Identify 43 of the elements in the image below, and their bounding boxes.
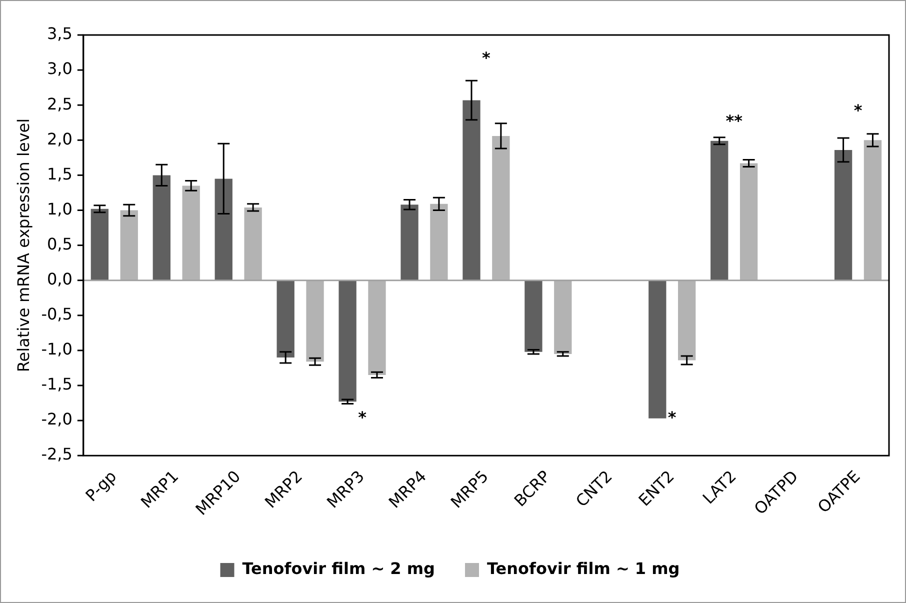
legend-label: Tenofovir film ~ 1 mg	[487, 559, 680, 578]
y-axis-title: Relative mRNA expression level	[14, 118, 33, 372]
bar	[710, 140, 728, 280]
y-tick-label: -1,5	[41, 374, 72, 394]
bar	[120, 210, 138, 280]
bar	[740, 163, 758, 280]
bar	[462, 100, 480, 280]
bar	[678, 280, 696, 360]
annotation: *	[668, 408, 677, 428]
bar	[368, 280, 386, 375]
y-tick-label: -2,5	[41, 444, 72, 464]
bar	[306, 280, 324, 362]
bar	[182, 186, 200, 280]
y-tick-label: 2,5	[46, 94, 72, 114]
y-tick-label: 3,5	[46, 24, 72, 44]
y-tick-label: 2,0	[46, 129, 72, 148]
y-tick-label: 0,0	[46, 269, 72, 288]
y-tick-label: 1,0	[46, 199, 72, 218]
annotation: **	[726, 112, 744, 131]
bar	[864, 140, 882, 280]
bar	[90, 208, 109, 280]
bar	[554, 280, 572, 354]
bar	[648, 280, 666, 418]
y-tick-label: 3,0	[46, 59, 72, 78]
legend-label: Tenofovir film ~ 2 mg	[242, 559, 436, 578]
bar	[338, 280, 356, 402]
annotation: *	[854, 101, 863, 120]
y-tick-label: -2,0	[41, 410, 72, 429]
y-tick-label: -1,0	[41, 340, 72, 359]
bar	[244, 207, 262, 280]
bar	[152, 175, 170, 280]
bar	[524, 280, 542, 352]
y-tick-label: 0,5	[46, 234, 72, 254]
bar	[214, 178, 232, 280]
bar	[400, 204, 418, 280]
y-tick-label: 1,5	[46, 164, 72, 184]
bar	[492, 136, 510, 280]
y-tick-label: -0,5	[41, 304, 72, 324]
annotation: *	[358, 408, 368, 428]
bar	[834, 150, 852, 280]
bar	[276, 280, 294, 358]
bar	[430, 204, 448, 280]
annotation: *	[482, 48, 492, 68]
